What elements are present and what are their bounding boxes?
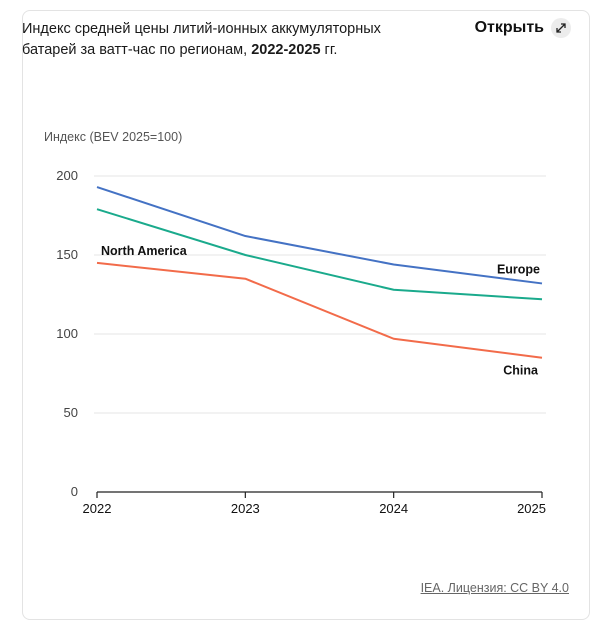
x-axis: 2022 2023 2024 2025	[83, 491, 546, 516]
chart-title: Индекс средней цены литий-ионных аккумул…	[22, 19, 392, 61]
y-ticks: 0 50 100 150 200	[56, 168, 78, 499]
x-tick-label: 2022	[83, 501, 112, 516]
y-axis-label: Индекс (BEV 2025=100)	[44, 130, 182, 144]
open-button[interactable]: Открыть	[475, 18, 571, 38]
series-line-china	[96, 261, 543, 359]
gridlines	[94, 175, 546, 414]
y-tick-label: 100	[56, 326, 78, 341]
y-tick-label: 0	[71, 484, 78, 499]
series-line-europe	[96, 186, 543, 285]
series-lines	[96, 186, 543, 359]
y-tick-label: 50	[64, 405, 78, 420]
series-line-unnamed-1	[96, 208, 543, 301]
x-tick-label: 2023	[231, 501, 260, 516]
annotation-north-america: North America	[101, 244, 188, 258]
title-years: 2022-2025	[251, 42, 321, 58]
y-tick-label: 150	[56, 247, 78, 262]
series-label-china: China	[503, 364, 539, 378]
title-text: Индекс средней цены литий-ионных аккумул…	[22, 21, 381, 58]
y-tick-label: 200	[56, 168, 78, 183]
expand-icon	[551, 18, 571, 38]
open-label: Открыть	[474, 19, 544, 36]
title-suffix: гг.	[320, 42, 338, 58]
x-tick-label: 2025	[517, 501, 546, 516]
chart-card	[22, 10, 590, 620]
source-link[interactable]: IEA. Лицензия: CC BY 4.0	[420, 581, 569, 595]
x-tick-label: 2024	[379, 501, 408, 516]
series-labels: Europe China North America	[101, 244, 540, 378]
series-label-europe: Europe	[497, 262, 540, 276]
